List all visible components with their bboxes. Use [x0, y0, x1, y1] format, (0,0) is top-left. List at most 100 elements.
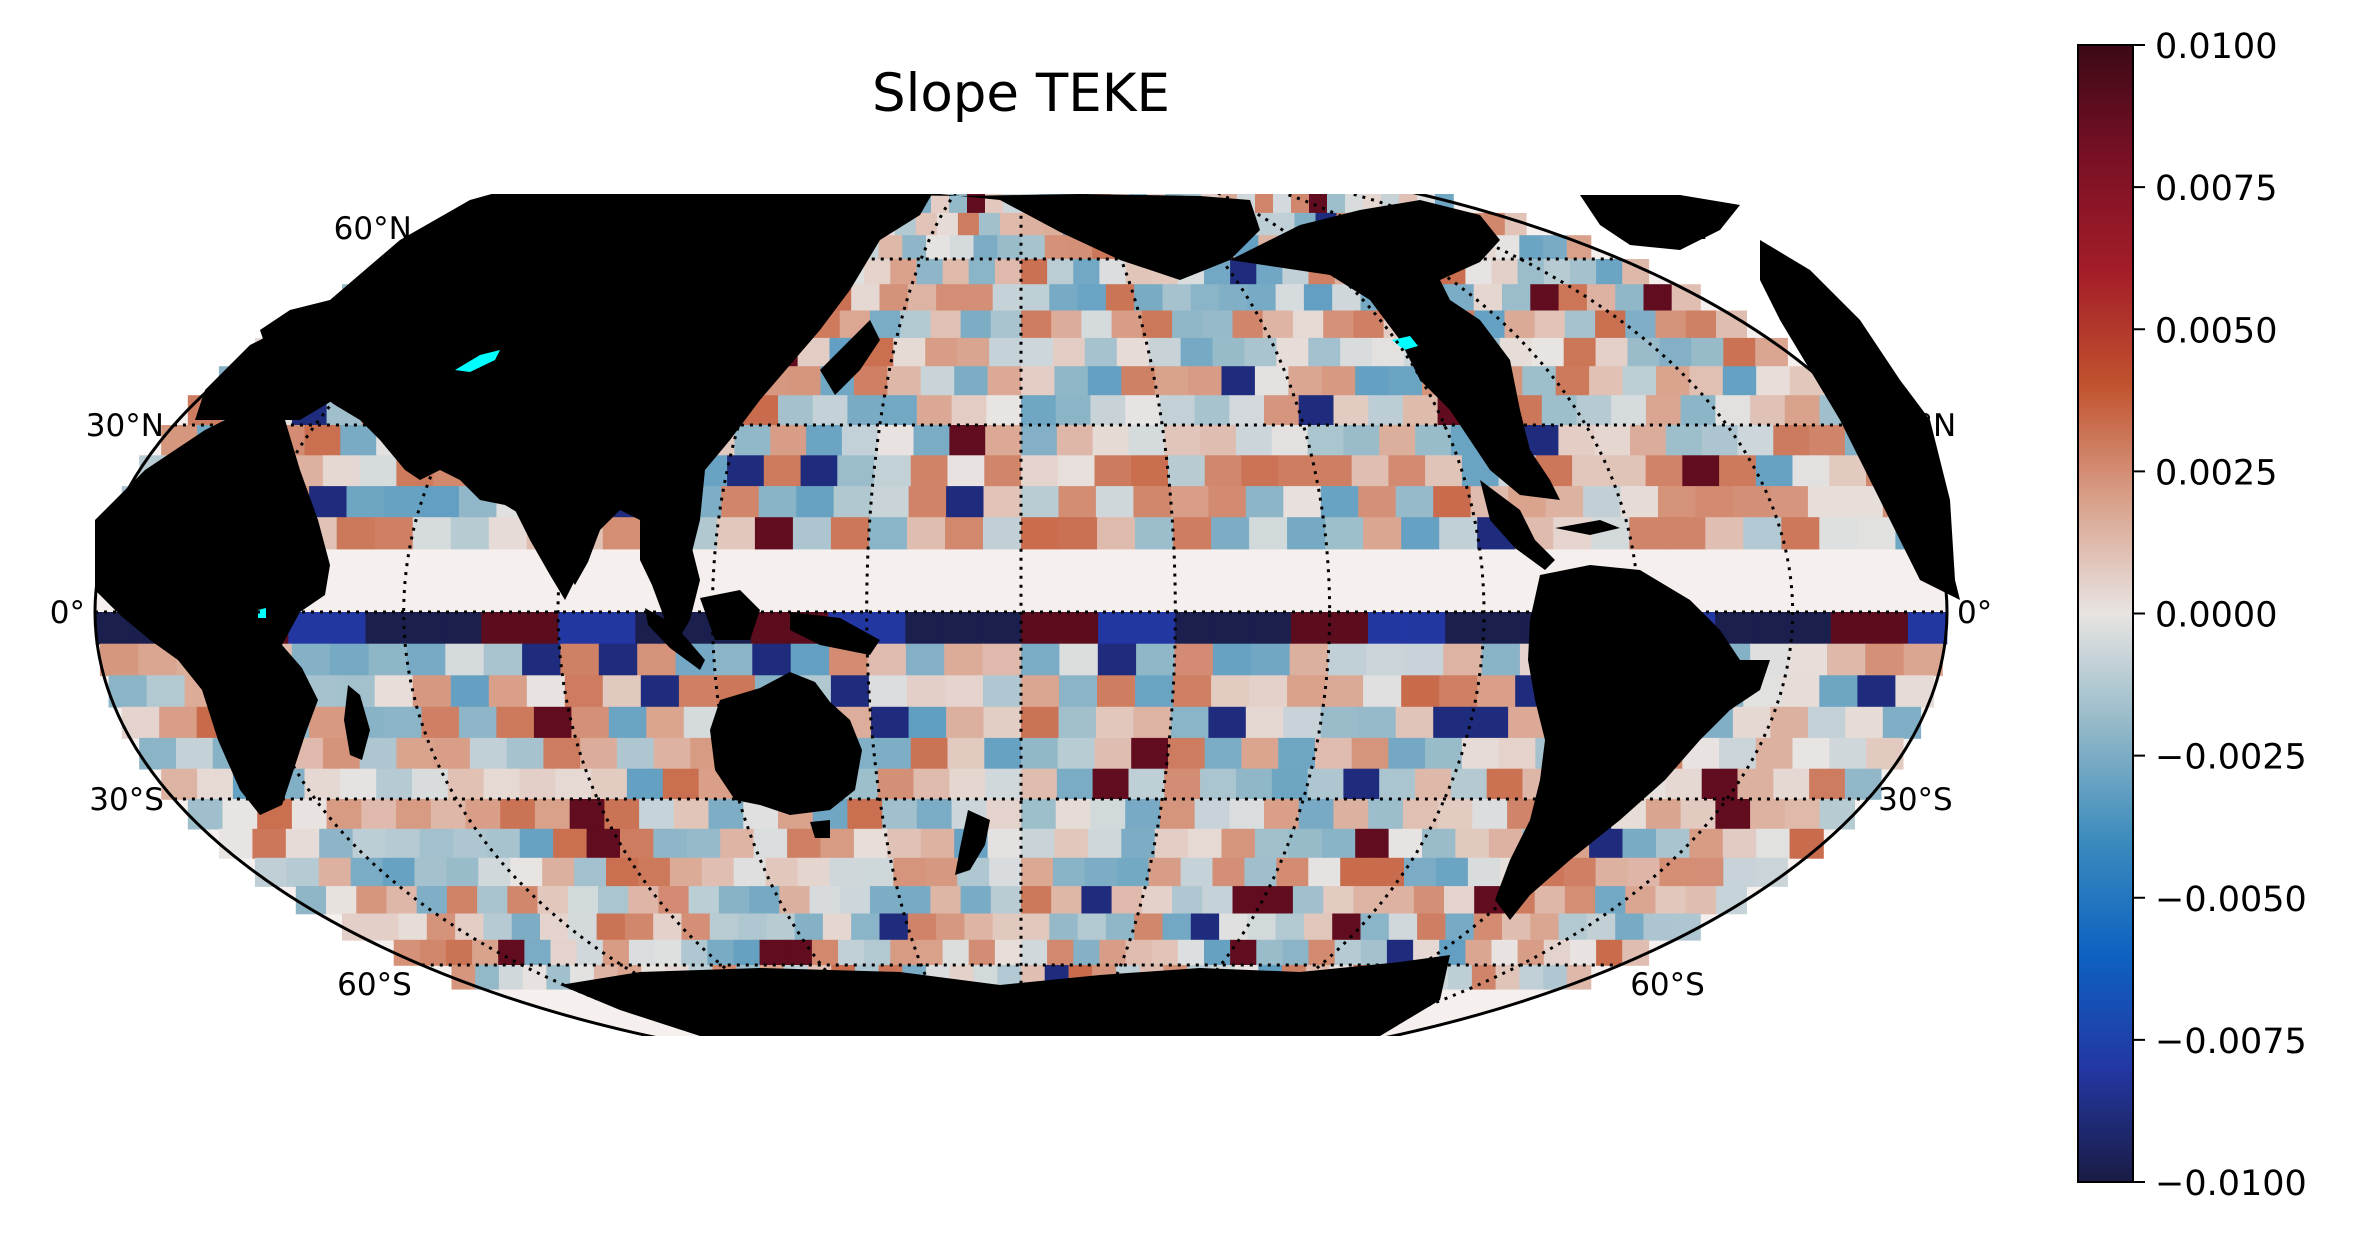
data-cell [1353, 886, 1385, 915]
data-cell [564, 675, 604, 708]
data-cell [1051, 886, 1083, 915]
data-cell [602, 939, 630, 966]
data-cell [1095, 706, 1135, 739]
data-cell [1287, 517, 1326, 550]
data-cell [1685, 310, 1717, 339]
data-cell [1125, 395, 1161, 426]
data-cell [1289, 643, 1329, 677]
meridian-line [865, 194, 961, 1036]
data-cell [1595, 857, 1629, 887]
data-cell [1128, 768, 1166, 800]
data-cell [1287, 675, 1326, 708]
data-cell [1691, 337, 1724, 367]
data-cell [319, 828, 354, 859]
data-cell [1200, 768, 1237, 800]
data-cell [763, 455, 802, 487]
colorbar-tick-label: 0.0100 [2155, 27, 2277, 67]
data-cell [384, 706, 423, 739]
data-cell [1465, 939, 1493, 966]
land-borneo [700, 590, 760, 640]
data-cell [1363, 517, 1402, 550]
data-cell [576, 939, 604, 966]
data-cell [1784, 799, 1821, 830]
data-cell [1755, 455, 1794, 487]
data-cell [483, 913, 513, 941]
data-cell [787, 366, 822, 397]
data-cell [984, 455, 1022, 487]
data-cell [1404, 857, 1437, 887]
data-cell [967, 194, 986, 214]
data-cell [1097, 517, 1136, 550]
data-cell [596, 913, 626, 941]
data-cell [1615, 284, 1645, 312]
data-cell [1845, 706, 1884, 739]
data-cell [475, 965, 500, 990]
data-cell [1251, 643, 1291, 677]
data-cell [1345, 194, 1364, 214]
data-cell [985, 425, 1022, 457]
data-cell [1081, 310, 1113, 339]
data-cell [1059, 612, 1099, 645]
data-cell [1249, 675, 1288, 708]
data-cell [882, 395, 918, 426]
data-cell [108, 675, 148, 708]
data-cell [1230, 939, 1257, 966]
data-cell [1625, 886, 1657, 915]
data-cell [1162, 284, 1192, 312]
data-cell [1680, 395, 1717, 426]
data-cell [1170, 706, 1210, 739]
data-cell [1439, 517, 1478, 550]
data-cell [486, 828, 521, 859]
data-cell [1051, 310, 1083, 339]
data-cell [1168, 737, 1206, 770]
data-cell [356, 886, 388, 915]
data-cell [1784, 395, 1821, 426]
data-cell [1320, 706, 1360, 739]
data-cell [1630, 425, 1667, 457]
data-cell [1368, 395, 1404, 426]
lat-label-right: 30°N [1878, 408, 1956, 444]
data-cell [751, 612, 791, 645]
data-cell [1059, 643, 1099, 677]
data-cell [721, 486, 760, 519]
data-cell [1298, 799, 1335, 830]
data-cell [1271, 768, 1309, 800]
data-cell [968, 939, 996, 966]
data-cell [864, 939, 892, 966]
data-cell [1052, 857, 1086, 887]
data-cell [968, 259, 996, 285]
data-cell [522, 643, 562, 677]
data-cell [638, 857, 671, 887]
data-cell [949, 425, 986, 457]
data-cell [511, 913, 541, 941]
data-cell [1087, 828, 1122, 859]
data-cell [920, 366, 955, 397]
data-cell [800, 455, 839, 487]
data-cell [1645, 455, 1684, 487]
data-cell [483, 643, 523, 677]
land-north-america [1230, 200, 1560, 500]
data-cell [766, 913, 796, 941]
data-cell [907, 675, 946, 708]
colorbar-tick-label: −0.0100 [2155, 1164, 2307, 1204]
colorbar-ticks: 0.0100 0.0075 0.0050 0.0025 0.0000 −0.0025 −0.… [2133, 27, 2307, 1204]
data-cell [1611, 395, 1647, 426]
data-cell [830, 517, 870, 550]
data-cell [887, 366, 922, 397]
land-europe-right [1760, 240, 1960, 600]
data-cell [653, 913, 683, 941]
data-cell [1383, 886, 1415, 915]
data-cell [806, 425, 843, 457]
data-cell [1141, 886, 1173, 915]
data-cell [982, 612, 1022, 645]
data-cell [1049, 284, 1079, 312]
data-cell [833, 486, 872, 519]
data-cell [754, 517, 794, 550]
data-cell [877, 768, 915, 800]
data-cell [1656, 828, 1691, 859]
data-cell [1021, 517, 1060, 550]
data-cell [537, 886, 569, 915]
data-cell [1307, 768, 1345, 800]
colorbar-tick-label: −0.0075 [2155, 1022, 2307, 1062]
data-cell [285, 828, 320, 859]
